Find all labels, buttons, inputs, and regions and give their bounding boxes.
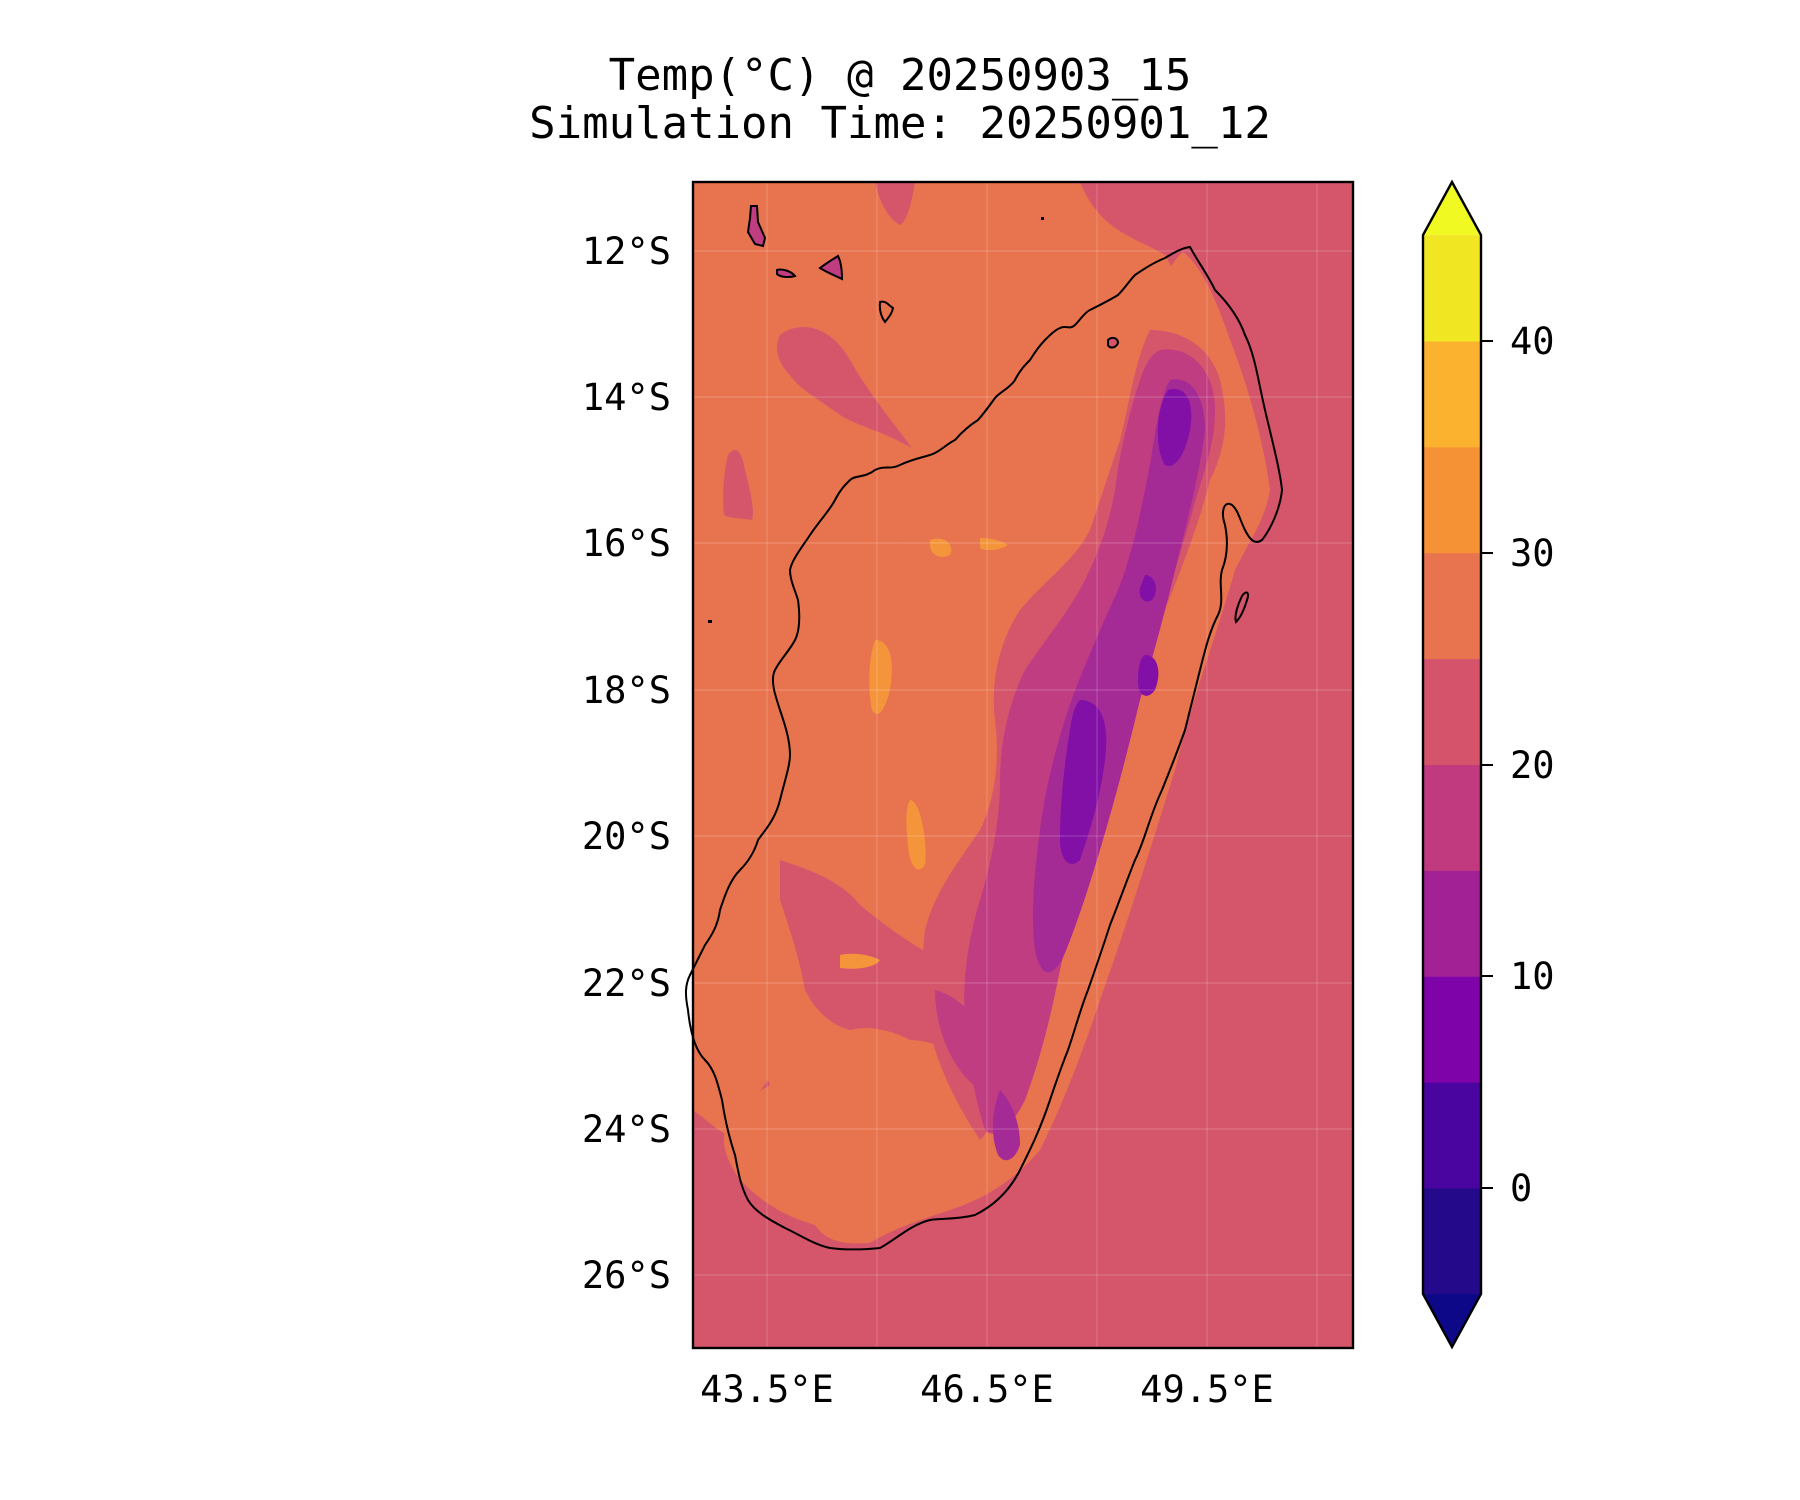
mayotte-island xyxy=(878,300,895,324)
comoros-moheli xyxy=(776,268,797,279)
sainte-marie-island xyxy=(1234,591,1250,624)
lon-tick-46-5e: 46.5°E xyxy=(920,1368,1054,1411)
nosy-be-island xyxy=(1107,336,1120,349)
colorbar-tick-0: 0 xyxy=(1510,1167,1532,1210)
colorbar-band-3 xyxy=(1423,870,1481,977)
colorbar-outline xyxy=(1421,179,1483,1350)
lat-tick-18s: 18°S xyxy=(582,669,671,712)
colorbar-tick-20: 20 xyxy=(1510,744,1555,787)
reef-dot-west xyxy=(708,620,712,623)
land-cool-south xyxy=(935,990,1002,1092)
land-coldest xyxy=(1060,389,1192,864)
colorbar-ticks xyxy=(1481,340,1493,1189)
lon-tick-43-5e: 43.5°E xyxy=(700,1368,834,1411)
lat-tick-22s: 22°S xyxy=(582,962,671,1005)
ocean-patch-west xyxy=(723,450,753,520)
comoros-grande-comore xyxy=(746,205,767,248)
colorbar-over-triangle xyxy=(1423,182,1481,235)
colorbar-tick-40: 40 xyxy=(1510,320,1555,363)
lat-tick-16s: 16°S xyxy=(582,522,671,565)
colorbar-band-9 xyxy=(1423,235,1481,342)
land-hot xyxy=(840,538,1008,969)
colorbar-band-6 xyxy=(1423,552,1481,660)
lat-tick-26s: 26°S xyxy=(582,1254,671,1297)
lat-tick-14s: 14°S xyxy=(582,376,671,419)
longitude-axis: 43.5°E 46.5°E 49.5°E xyxy=(700,1368,1274,1411)
colorbar-band-2 xyxy=(1423,976,1481,1083)
colorbar-band-5 xyxy=(1423,658,1481,765)
gridlines xyxy=(693,182,1353,1348)
map-frame xyxy=(691,180,1355,1350)
map-field xyxy=(693,182,1353,1348)
lat-tick-24s: 24°S xyxy=(582,1108,671,1151)
lat-tick-12s: 12°S xyxy=(582,230,671,273)
title-line-2: Simulation Time: 20250901_12 xyxy=(529,98,1271,149)
comoros-anjouan xyxy=(818,254,844,281)
ocean-patch-north xyxy=(777,327,912,448)
lat-tick-20s: 20°S xyxy=(582,815,671,858)
land-cold-south xyxy=(992,1090,1020,1161)
ocean-patch-small xyxy=(875,182,915,225)
colorbar-band-0 xyxy=(1423,1188,1481,1295)
colorbar xyxy=(1423,235,1481,1295)
reef-dot-north xyxy=(1041,217,1044,220)
title-line-1: Temp(°C) @ 20250903_15 xyxy=(608,50,1192,101)
colorbar-band-1 xyxy=(1423,1082,1481,1189)
latitude-axis: 12°S 14°S 16°S 18°S 20°S 22°S 24°S 26°S xyxy=(582,230,671,1297)
colorbar-band-7 xyxy=(1423,446,1481,554)
colorbar-labels: 40 30 20 10 0 xyxy=(1510,320,1555,1210)
madagascar-coastline xyxy=(684,245,1284,1251)
colorbar-band-8 xyxy=(1423,341,1481,448)
colorbar-band-4 xyxy=(1423,764,1481,871)
colorbar-tick-30: 30 xyxy=(1510,532,1555,575)
colorbar-under-triangle xyxy=(1423,1294,1481,1347)
lon-tick-49-5e: 49.5°E xyxy=(1140,1368,1274,1411)
colorbar-tick-10: 10 xyxy=(1510,955,1555,998)
